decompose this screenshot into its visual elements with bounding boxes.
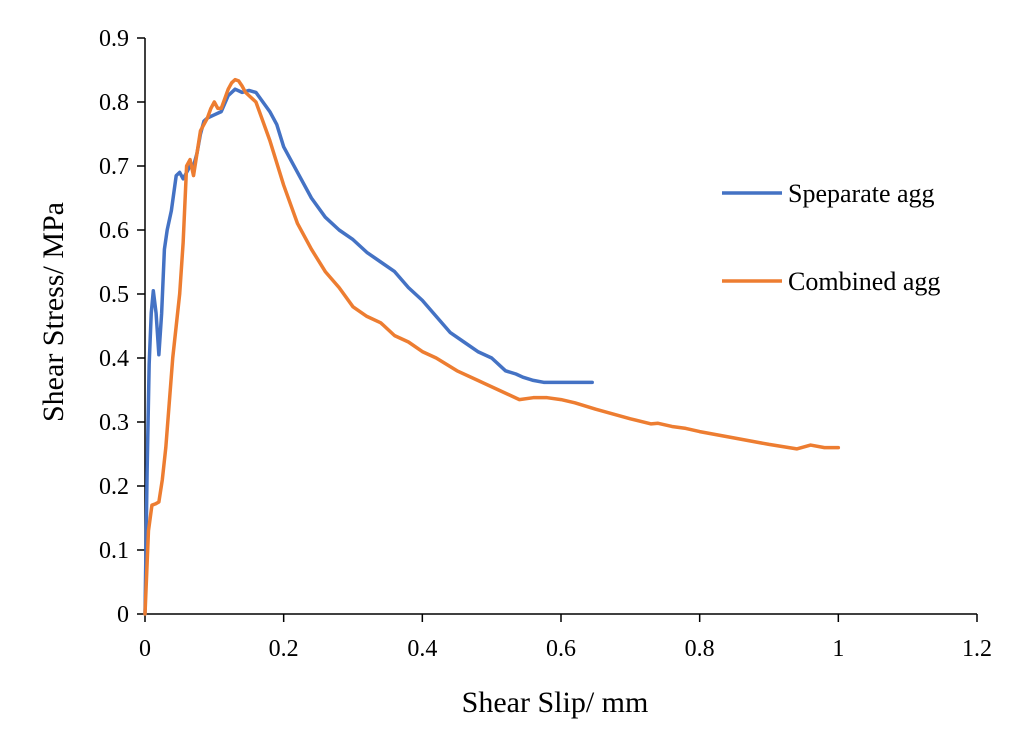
legend-label-combined-agg: Combined agg bbox=[788, 267, 940, 296]
legend-label-speparate-agg: Speparate agg bbox=[788, 179, 935, 208]
x-tick-label: 0.4 bbox=[407, 636, 437, 662]
y-tick-label: 0.2 bbox=[99, 474, 129, 500]
y-axis-title: Shear Stress/ MPa bbox=[37, 202, 70, 422]
y-axis-ticks: 0 0.1 0.2 0.3 0.4 0.5 0.6 0.7 0.8 0.9 bbox=[99, 26, 145, 628]
series-line-combined-agg bbox=[143, 77, 841, 616]
y-tick-label: 0.4 bbox=[99, 346, 129, 372]
y-tick-label: 0.1 bbox=[99, 538, 129, 564]
y-tick-label: 0.5 bbox=[99, 282, 129, 308]
y-tick-label: 0 bbox=[117, 602, 129, 628]
y-tick-label: 0.3 bbox=[99, 410, 129, 436]
x-axis-ticks: 0 0.2 0.4 0.6 0.8 1 1.2 bbox=[139, 614, 992, 662]
legend: Speparate agg Combined agg bbox=[722, 179, 940, 296]
y-tick-label: 0.9 bbox=[99, 26, 129, 52]
series-line-speparate-agg bbox=[143, 87, 594, 616]
x-tick-label: 1 bbox=[832, 636, 844, 662]
data-series bbox=[143, 77, 841, 616]
y-tick-label: 0.7 bbox=[99, 154, 129, 180]
x-tick-label: 0.8 bbox=[685, 636, 715, 662]
x-axis-title: Shear Slip/ mm bbox=[462, 686, 649, 719]
x-tick-label: 0.2 bbox=[269, 636, 299, 662]
x-tick-label: 1.2 bbox=[962, 636, 992, 662]
y-tick-label: 0.8 bbox=[99, 90, 129, 116]
axes: 00.10.20.30.40.50.60.70.80.9 0 0.2 0.4 0.6 0… bbox=[99, 26, 992, 662]
y-tick-label: 0.6 bbox=[99, 218, 129, 244]
x-tick-label: 0 bbox=[139, 636, 151, 662]
x-tick-label: 0.6 bbox=[546, 636, 576, 662]
